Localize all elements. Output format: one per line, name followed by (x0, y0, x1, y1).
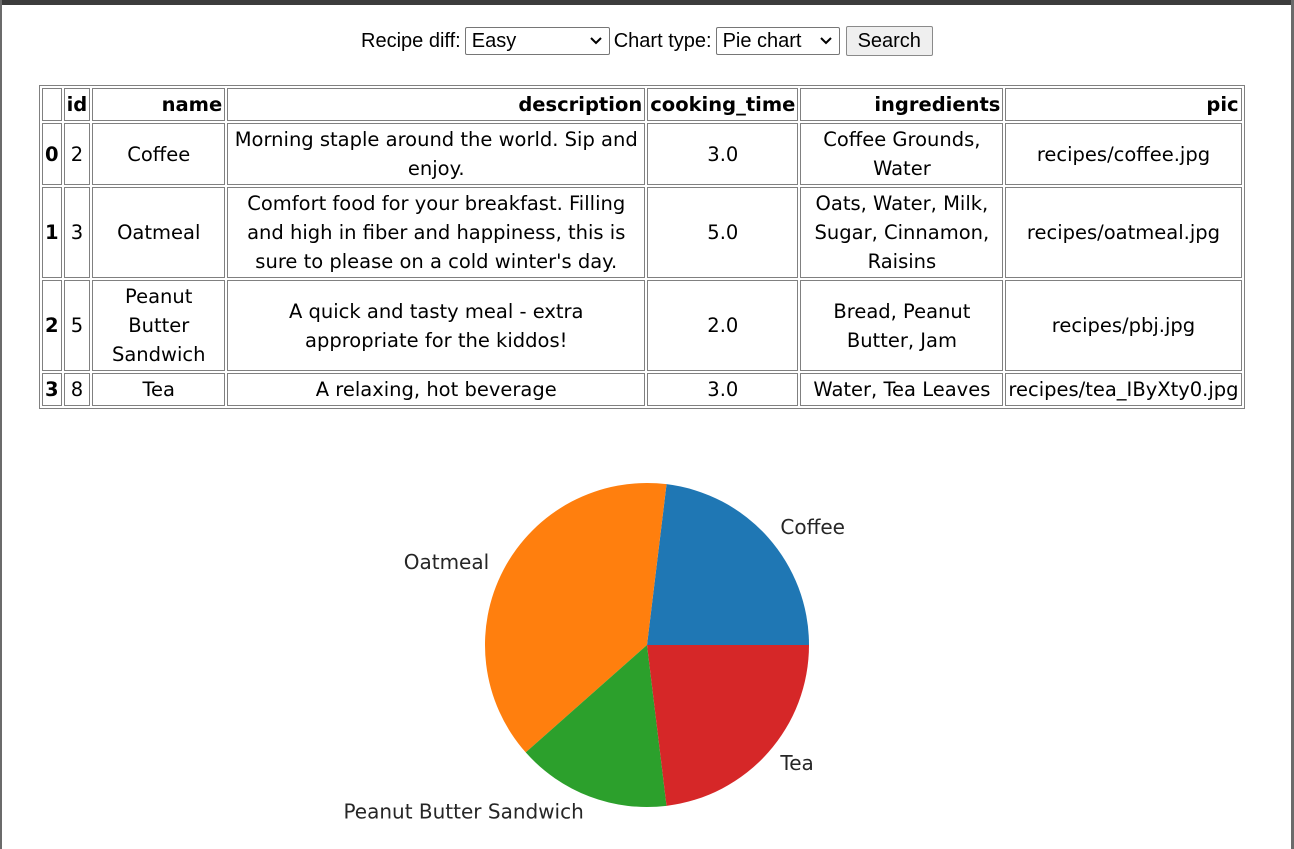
cell-ingredients: Oats, Water, Milk, Sugar, Cinnamon, Rais… (800, 187, 1004, 278)
cell-description: A quick and tasty meal - extra appropria… (227, 280, 646, 371)
cell-description: A relaxing, hot beverage (227, 373, 646, 406)
chart-type-select[interactable]: Pie chart (715, 27, 840, 56)
cell-pic: recipes/pbj.jpg (1005, 280, 1242, 371)
cell-pic: recipes/tea_IByXty0.jpg (1005, 373, 1242, 406)
pie-slice-oatmeal (484, 482, 667, 753)
pie-label: Oatmeal (404, 550, 489, 574)
chart-type-label: Chart type: (613, 29, 712, 52)
pie-label: Coffee (780, 515, 845, 539)
cell-pic: recipes/oatmeal.jpg (1005, 187, 1242, 278)
cell-id: 2 (63, 123, 91, 185)
column-header (42, 88, 62, 121)
cell-ingredients: Water, Tea Leaves (800, 373, 1004, 406)
table-row: 3 8 Tea A relaxing, hot beverage 3.0 Wat… (42, 373, 1242, 406)
cell-ingredients: Coffee Grounds, Water (800, 123, 1004, 185)
pie-slice-tea (647, 645, 809, 806)
cell-description: Morning staple around the world. Sip and… (227, 123, 646, 185)
cell-description: Comfort food for your breakfast. Filling… (227, 187, 646, 278)
cell-cooking-time: 5.0 (647, 187, 799, 278)
chevron-down-icon (819, 31, 833, 56)
pie-label: Peanut Butter Sandwich (343, 800, 583, 824)
recipe-diff-label: Recipe diff: (361, 29, 461, 52)
cell-name: Coffee (92, 123, 226, 185)
column-header: id (63, 88, 91, 121)
chart-type-value: Pie chart (722, 29, 802, 52)
chevron-down-icon (589, 31, 603, 56)
table-header-row: id name description cooking_time ingredi… (42, 88, 1242, 121)
row-index: 1 (42, 187, 62, 278)
pie-slice-coffee (647, 484, 809, 645)
table-row: 2 5 Peanut Butter Sandwich A quick and t… (42, 280, 1242, 371)
recipe-diff-value: Easy (471, 29, 517, 52)
cell-id: 8 (63, 373, 91, 406)
pie-label: Tea (779, 751, 813, 775)
column-header: ingredients (800, 88, 1004, 121)
window-top-border (0, 0, 1294, 5)
cell-cooking-time: 3.0 (647, 373, 799, 406)
row-index: 0 (42, 123, 62, 185)
cell-pic: recipes/coffee.jpg (1005, 123, 1242, 185)
recipes-table: id name description cooking_time ingredi… (39, 85, 1245, 409)
cell-id: 3 (63, 187, 91, 278)
cell-name: Oatmeal (92, 187, 226, 278)
cell-cooking-time: 2.0 (647, 280, 799, 371)
filter-form: Recipe diff: Easy Chart type: Pie chart … (0, 25, 1294, 57)
recipe-diff-select[interactable]: Easy (464, 27, 610, 56)
column-header: name (92, 88, 226, 121)
table-row: 1 3 Oatmeal Comfort food for your breakf… (42, 187, 1242, 278)
row-index: 3 (42, 373, 62, 406)
cell-name: Tea (92, 373, 226, 406)
column-header: pic (1005, 88, 1242, 121)
search-button[interactable]: Search (845, 26, 933, 56)
cell-name: Peanut Butter Sandwich (92, 280, 226, 371)
cell-id: 5 (63, 280, 91, 371)
pie-chart: Coffee Oatmeal Peanut Butter Sandwich Tea (343, 482, 845, 824)
row-index: 2 (42, 280, 62, 371)
cell-ingredients: Bread, Peanut Butter, Jam (800, 280, 1004, 371)
window-right-border (1291, 0, 1294, 849)
column-header: cooking_time (647, 88, 799, 121)
column-header: description (227, 88, 646, 121)
table-row: 0 2 Coffee Morning staple around the wor… (42, 123, 1242, 185)
cell-cooking-time: 3.0 (647, 123, 799, 185)
window-left-border (0, 0, 2, 849)
pie-slice-peanut-butter-sandwich (525, 645, 667, 808)
